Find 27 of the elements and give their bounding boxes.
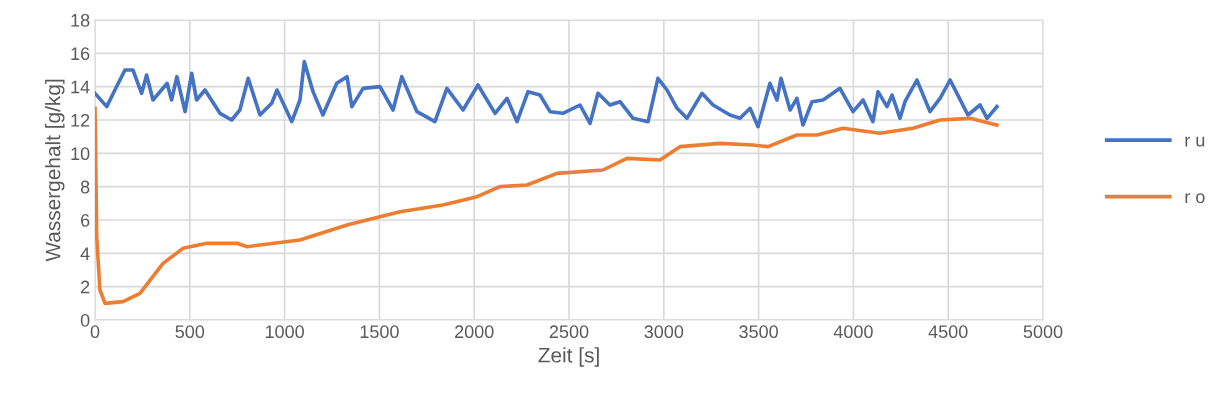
x-axis-title: Zeit [s] bbox=[538, 347, 599, 367]
x-tick-label: 0 bbox=[90, 325, 100, 339]
y-tick-label: 14 bbox=[71, 80, 90, 94]
x-tick-label: 3500 bbox=[739, 325, 778, 339]
y-tick-label: 2 bbox=[81, 280, 90, 294]
x-tick-label: 3000 bbox=[644, 325, 684, 339]
x-tick-label: 1500 bbox=[360, 325, 399, 339]
legend-label: r o bbox=[1185, 193, 1205, 204]
line-series bbox=[95, 59, 999, 129]
x-tick-label: 2000 bbox=[455, 325, 494, 339]
x-tick-label: 4500 bbox=[928, 325, 968, 339]
y-axis-title: Wassergehalt [g/kg] bbox=[45, 79, 65, 262]
y-tick-label: 18 bbox=[71, 13, 90, 27]
x-tick-label: 1000 bbox=[265, 325, 304, 339]
y-tick-label: 12 bbox=[71, 113, 90, 127]
y-tick-label: 4 bbox=[80, 247, 90, 260]
y-tick-label: 8 bbox=[80, 180, 90, 194]
y-tick-label: 10 bbox=[71, 147, 90, 161]
line-series bbox=[95, 106, 999, 306]
y-tick-label: 16 bbox=[71, 47, 90, 61]
y-tick-label: 0 bbox=[80, 313, 90, 327]
x-tick-label: 5000 bbox=[1023, 325, 1063, 339]
legend-label: r u bbox=[1185, 136, 1205, 147]
x-tick-label: 4000 bbox=[833, 325, 873, 339]
x-tick-label: 2500 bbox=[549, 325, 589, 339]
x-tick-label: 500 bbox=[175, 325, 205, 339]
y-tick-label: 6 bbox=[81, 213, 90, 227]
